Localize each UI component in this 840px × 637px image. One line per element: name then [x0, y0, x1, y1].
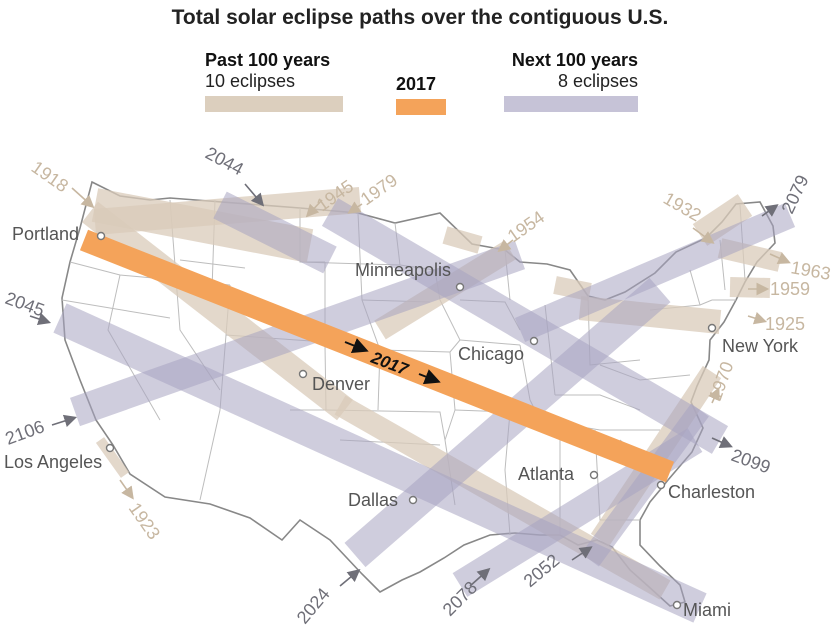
- legend-next-count: 8 eclipses: [557, 71, 638, 91]
- legend-2017-heading: 2017: [396, 74, 437, 94]
- city-dallas: Dallas: [348, 490, 398, 510]
- city-new-york: New York: [722, 336, 799, 356]
- year-1970: 1970: [705, 359, 737, 403]
- year-2044: 2044: [202, 143, 247, 179]
- year-2079: 2079: [777, 172, 812, 217]
- legend-2017: 2017: [396, 74, 446, 115]
- year-1979: 1979: [357, 170, 401, 209]
- dot-dallas: [408, 495, 418, 505]
- path-1954-b: [442, 226, 483, 254]
- legend-past-count: 10 eclipses: [205, 71, 296, 91]
- arrows-next: [29, 183, 779, 587]
- year-2106: 2106: [3, 416, 47, 448]
- legend-next-swatch: [504, 96, 638, 112]
- legend-past: Past 100 years 10 eclipses: [205, 50, 343, 112]
- dot-miami: [672, 600, 682, 610]
- dot-minneapolis: [455, 282, 465, 292]
- path-2052: [581, 403, 709, 567]
- path-2044: [213, 191, 337, 274]
- city-portland: Portland: [12, 224, 79, 244]
- year-1954: 1954: [504, 207, 548, 246]
- path-2024: [344, 277, 671, 568]
- map-title: Total solar eclipse paths over the conti…: [171, 6, 669, 29]
- city-charleston: Charleston: [668, 482, 755, 502]
- path-1959: [729, 277, 771, 298]
- year-2099: 2099: [729, 445, 773, 477]
- city-denver: Denver: [312, 374, 370, 394]
- year-2024: 2024: [293, 584, 334, 628]
- legend-next: Next 100 years 8 eclipses: [486, 50, 638, 112]
- arrow-2017-right: [418, 369, 441, 385]
- legend-past-heading: Past 100 years: [205, 50, 331, 70]
- city-markers: [96, 231, 717, 610]
- dot-charleston: [656, 480, 666, 490]
- year-2045: 2045: [3, 288, 47, 320]
- year-1932: 1932: [660, 188, 705, 225]
- legend-2017-swatch: [396, 99, 446, 115]
- legend-past-swatch: [205, 96, 343, 112]
- path-1932: [692, 194, 753, 246]
- legend-next-heading: Next 100 years: [511, 50, 638, 70]
- city-los-angeles: Los Angeles: [4, 452, 102, 472]
- dot-denver: [298, 369, 308, 379]
- dot-new-york: [707, 323, 717, 333]
- year-1923: 1923: [125, 499, 164, 543]
- city-chicago: Chicago: [458, 344, 524, 364]
- dot-atlanta: [589, 470, 599, 480]
- path-1923: [95, 437, 130, 478]
- city-atlanta: Atlanta: [518, 464, 575, 484]
- dot-portland: [96, 231, 106, 241]
- year-1918: 1918: [28, 157, 72, 196]
- dot-los-angeles: [105, 443, 115, 453]
- dot-chicago: [529, 336, 539, 346]
- arrows-past: [71, 187, 791, 500]
- paths-next: [53, 191, 796, 623]
- arrow-2017-left: [344, 338, 369, 353]
- year-1925: 1925: [765, 314, 805, 334]
- path-2017: [79, 229, 675, 483]
- year-1959: 1959: [770, 279, 810, 299]
- path-2079: [514, 203, 796, 342]
- city-minneapolis: Minneapolis: [355, 260, 451, 280]
- city-miami: Miami: [683, 600, 731, 620]
